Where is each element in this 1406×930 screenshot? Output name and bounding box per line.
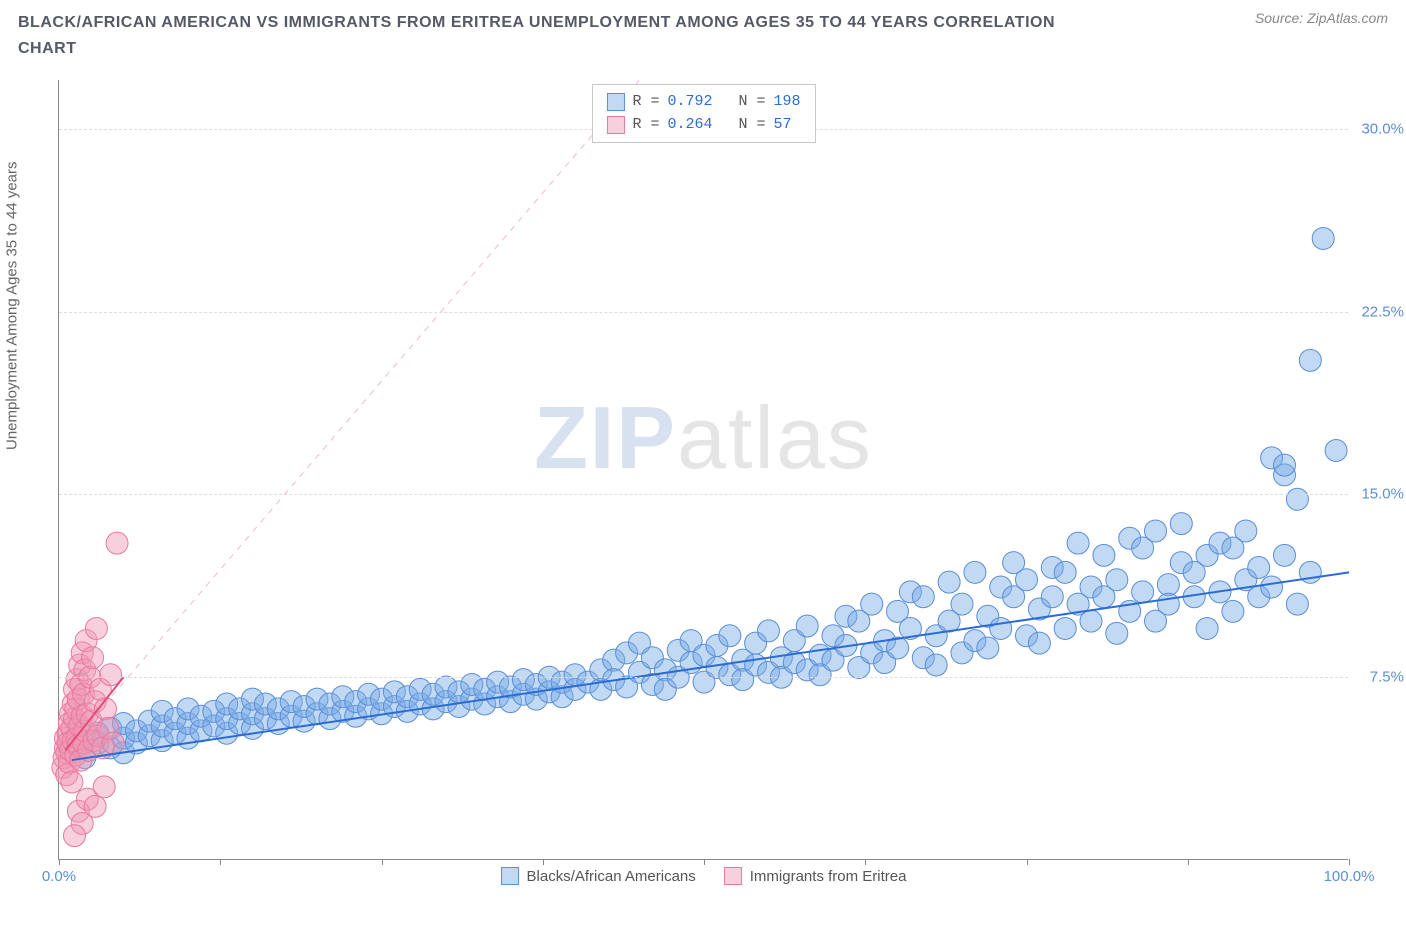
- legend-series: Blacks/African Americans Immigrants from…: [501, 867, 907, 885]
- swatch-pink: [606, 116, 624, 134]
- legend-item-blue: Blacks/African Americans: [501, 867, 696, 885]
- legend-stats-row: R = 0.264 N = 57: [606, 114, 800, 137]
- legend-stats-row: R = 0.792 N = 198: [606, 91, 800, 114]
- swatch-pink: [724, 867, 742, 885]
- chart-area: ZIPatlas R = 0.792 N = 198 R = 0.264 N =…: [58, 80, 1348, 860]
- swatch-blue: [501, 867, 519, 885]
- header-row: BLACK/AFRICAN AMERICAN VS IMMIGRANTS FRO…: [18, 10, 1388, 61]
- ytick-label: 7.5%: [1370, 669, 1404, 686]
- ytick-label: 30.0%: [1361, 120, 1404, 137]
- ytick-label: 22.5%: [1361, 303, 1404, 320]
- y-axis-label: Unemployment Among Ages 35 to 44 years: [4, 161, 21, 450]
- ytick-label: 15.0%: [1361, 486, 1404, 503]
- chart-title: BLACK/AFRICAN AMERICAN VS IMMIGRANTS FRO…: [18, 10, 1118, 61]
- legend-item-pink: Immigrants from Eritrea: [724, 867, 907, 885]
- xtick-label: 100.0%: [1324, 868, 1375, 885]
- swatch-blue: [606, 93, 624, 111]
- xtick-label: 0.0%: [42, 868, 76, 885]
- legend-stats: R = 0.792 N = 198 R = 0.264 N = 57: [591, 84, 815, 143]
- source-label: Source: ZipAtlas.com: [1255, 10, 1388, 26]
- scatter-plot: [59, 80, 1348, 859]
